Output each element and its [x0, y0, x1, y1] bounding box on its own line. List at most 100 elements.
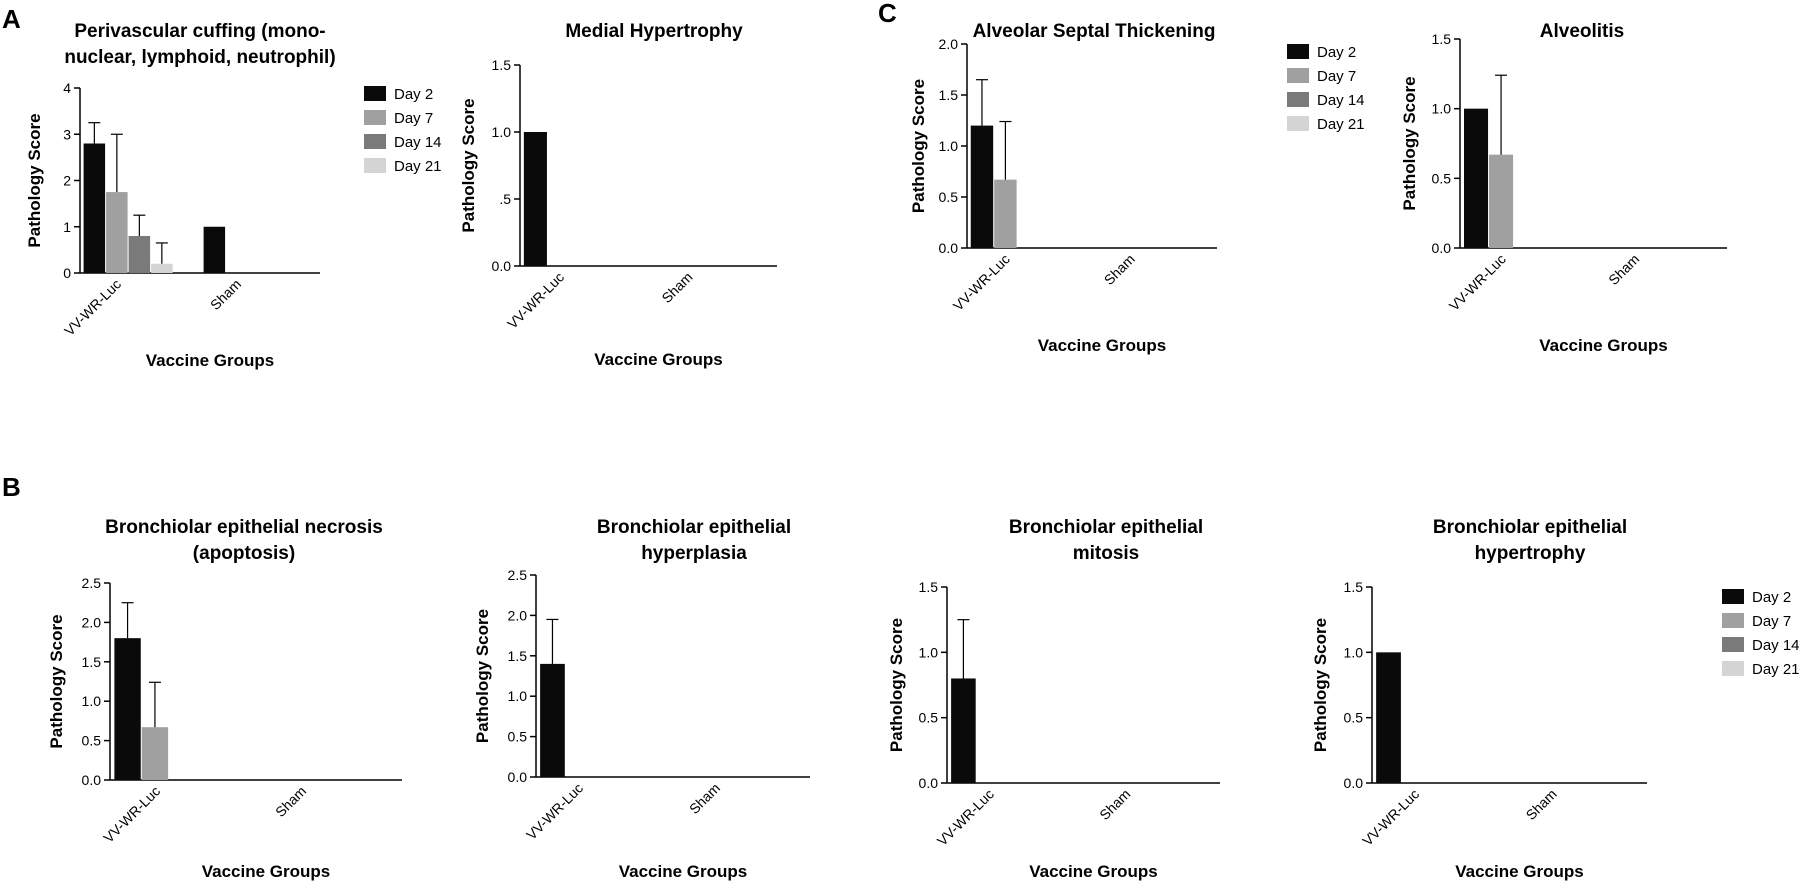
category-label: VV-WR-Luc	[100, 783, 163, 846]
y-axis-label: Pathology Score	[909, 79, 928, 213]
bar-day-7	[994, 179, 1017, 248]
chart-alveolar-septal: Alveolar Septal Thickening 0.0 0.5 1.0 1.5 2.…	[909, 21, 1365, 355]
bar-day-21	[151, 263, 173, 273]
bar-day-2	[203, 226, 226, 273]
category-label: VV-WR-Luc	[523, 780, 586, 843]
y-tick-label: .5	[499, 191, 511, 207]
chart-title: Medial Hypertrophy	[565, 21, 743, 42]
category-label: Sham	[207, 276, 244, 313]
legend-swatch	[1287, 44, 1309, 59]
y-axis-label: Pathology Score	[1311, 618, 1330, 752]
chart-title: Alveolitis	[1540, 21, 1624, 42]
bar-day-7	[1489, 154, 1514, 248]
legend-label: Day 2	[394, 86, 433, 103]
bar-day-7	[141, 727, 169, 780]
bar-day-2	[951, 678, 976, 783]
legend-label: Day 7	[1752, 613, 1791, 630]
y-tick-label: 2.0	[82, 614, 102, 630]
y-tick-label: 1.5	[1432, 31, 1452, 47]
x-axis-label: Vaccine Groups	[1029, 862, 1158, 881]
legend: Day 2 Day 7 Day 14 Day 21	[1287, 44, 1365, 133]
chart-title: Bronchiolar epithelial necrosis	[105, 517, 383, 538]
y-axis-label: Pathology Score	[1400, 76, 1419, 210]
category-label: VV-WR-Luc	[1446, 251, 1509, 314]
chart-title: mitosis	[1073, 543, 1140, 564]
category-label: Sham	[1605, 251, 1642, 288]
category-label: Sham	[1523, 786, 1560, 823]
category-label: Sham	[1101, 251, 1138, 288]
y-tick-label: 1.0	[1344, 644, 1364, 660]
y-tick-label: 1	[63, 219, 71, 235]
y-axis-label: Pathology Score	[473, 609, 492, 743]
legend-label: Day 21	[1752, 661, 1800, 678]
y-tick-label: 0.0	[508, 769, 528, 785]
y-tick-label: 1.5	[508, 648, 528, 664]
legend-swatch	[364, 158, 386, 173]
bar-day-7	[106, 192, 128, 273]
chart-perivascular: Perivascular cuffing (mono-nuclear, lymp…	[25, 21, 442, 370]
category-label: Sham	[1096, 786, 1133, 823]
y-tick-label: 4	[63, 80, 71, 96]
y-tick-label: 1.0	[492, 124, 512, 140]
legend-label: Day 14	[394, 134, 442, 151]
legend: Day 2 Day 7 Day 14 Day 21	[364, 86, 442, 175]
x-axis-label: Vaccine Groups	[1038, 336, 1167, 355]
category-label: VV-WR-Luc	[504, 269, 567, 332]
bar-day-2	[83, 143, 106, 273]
chart-bronchiolar-hypertrophy: Bronchiolar epithelial hypertrophy 0.0 0.5 1…	[1311, 517, 1800, 881]
y-tick-label: 1.0	[508, 688, 528, 704]
category-label: VV-WR-Luc	[1359, 786, 1422, 849]
chart-title: (apoptosis)	[193, 543, 295, 564]
y-tick-label: 1.5	[939, 87, 959, 103]
y-tick-label: 2	[63, 173, 71, 189]
chart-medial: Medial Hypertrophy 0.0 .5 1.0 1.5 VV-WR-Luc Sh…	[459, 21, 777, 369]
y-tick-label: 0.0	[919, 775, 939, 791]
y-tick-label: 2.5	[508, 567, 528, 583]
legend-swatch	[364, 86, 386, 101]
y-tick-label: 0.5	[82, 733, 102, 749]
chart-title: nuclear, lymphoid, neutrophil)	[64, 47, 335, 68]
y-tick-label: 1.0	[919, 644, 939, 660]
category-label: Sham	[686, 780, 723, 817]
x-axis-label: Vaccine Groups	[146, 351, 275, 370]
bar-day-14	[128, 236, 151, 273]
bar-day-2	[1376, 652, 1401, 783]
y-tick-label: 1.0	[1432, 101, 1452, 117]
legend-swatch	[1722, 589, 1744, 604]
bar-day-2	[540, 663, 565, 777]
bar-day-2	[114, 638, 141, 780]
chart-title: Perivascular cuffing (mono-	[74, 21, 325, 42]
y-tick-label: 0.5	[1344, 710, 1364, 726]
chart-title: Alveolar Septal Thickening	[973, 21, 1216, 42]
y-tick-label: 0.5	[1432, 170, 1452, 186]
panel-label-a: A	[2, 4, 21, 34]
charts-layer: Perivascular cuffing (mono-nuclear, lymp…	[25, 21, 1800, 881]
y-tick-label: 2.0	[939, 36, 959, 52]
y-tick-label: 0.5	[508, 729, 528, 745]
y-tick-label: 2.5	[82, 575, 102, 591]
legend-swatch	[364, 134, 386, 149]
panel-label-b: B	[2, 472, 21, 502]
legend-label: Day 7	[1317, 68, 1356, 85]
y-tick-label: 1.0	[939, 138, 959, 154]
y-tick-label: 0.0	[1432, 240, 1452, 256]
x-axis-label: Vaccine Groups	[1539, 336, 1668, 355]
legend-swatch	[364, 110, 386, 125]
x-axis-label: Vaccine Groups	[594, 350, 723, 369]
y-tick-label: 2.0	[508, 607, 528, 623]
chart-title: hypertrophy	[1475, 543, 1586, 564]
legend-label: Day 21	[394, 158, 442, 175]
legend-swatch	[1287, 68, 1309, 83]
legend-swatch	[1722, 661, 1744, 676]
legend: Day 2 Day 7 Day 14 Day 21	[1722, 589, 1800, 678]
legend-label: Day 14	[1317, 92, 1365, 109]
x-axis-label: Vaccine Groups	[619, 862, 748, 881]
chart-bronchiolar-necrosis: Bronchiolar epithelial necrosis (apoptosi…	[47, 517, 402, 881]
y-tick-label: 1.5	[82, 654, 102, 670]
y-tick-label: 0.0	[82, 772, 102, 788]
y-tick-label: 0.5	[939, 189, 959, 205]
category-label: VV-WR-Luc	[950, 251, 1013, 314]
x-axis-label: Vaccine Groups	[1455, 862, 1584, 881]
panel-label-c: C	[878, 0, 897, 28]
